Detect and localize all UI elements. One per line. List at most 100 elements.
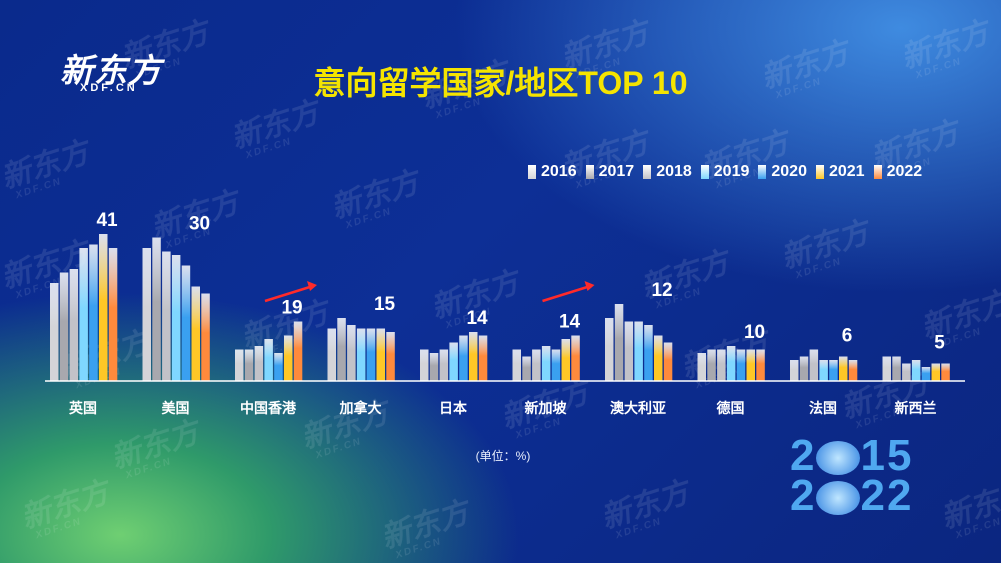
bar (191, 286, 200, 381)
bar (327, 328, 336, 381)
value-label: 6 (842, 326, 853, 347)
bar (108, 248, 118, 381)
legend-item: 2018 (643, 163, 692, 181)
bar (264, 339, 273, 381)
value-label: 14 (559, 312, 581, 333)
bar (931, 363, 940, 381)
bar (439, 349, 449, 381)
bar (809, 349, 819, 381)
bar (449, 342, 458, 381)
category-label: 日本 (439, 400, 468, 417)
bar (799, 356, 809, 381)
legend-label: 2022 (886, 163, 923, 180)
bar (941, 363, 950, 381)
bar (624, 321, 634, 381)
legend-item: 2022 (873, 163, 923, 181)
bar (478, 335, 488, 381)
bar (663, 342, 673, 381)
bar (347, 325, 356, 381)
legend-swatch (873, 165, 882, 179)
bar (921, 367, 931, 381)
bar (541, 346, 551, 381)
bar (726, 346, 736, 381)
bar (707, 349, 716, 381)
bar (171, 255, 181, 381)
bar (571, 335, 580, 381)
legend-item: 2016 (528, 163, 577, 181)
bar (69, 269, 79, 381)
bar (882, 356, 891, 381)
legend-item: 2017 (585, 163, 635, 181)
legend-label: 2019 (713, 163, 750, 180)
bar (181, 265, 191, 381)
chart-title: 意向留学国家/地区TOP 10 (313, 65, 688, 101)
legend-item: 2019 (700, 163, 750, 181)
bar (366, 328, 376, 381)
bar (59, 272, 69, 381)
badge-digit: 15 (860, 431, 914, 480)
value-label: 15 (374, 294, 396, 315)
value-label: 10 (744, 322, 765, 343)
legend-swatch (585, 165, 594, 179)
bar (839, 356, 848, 381)
bar (99, 234, 108, 381)
legend-label: 2021 (828, 163, 865, 180)
bar (274, 353, 283, 381)
bar (142, 248, 151, 381)
badge-digit-circle (816, 481, 861, 516)
badge-digit-circle (816, 441, 861, 476)
bar (746, 349, 755, 381)
category-label: 美国 (162, 400, 190, 417)
badge-digit: 2 (790, 431, 817, 480)
bar (902, 363, 911, 381)
bar (244, 349, 254, 381)
bar (697, 353, 706, 381)
chart-legend: 2016 2017 2018 2019 2020 2021 2022 (528, 163, 922, 181)
bar (848, 360, 858, 381)
bar (293, 321, 303, 381)
bar (561, 339, 570, 381)
bar (284, 335, 293, 381)
bar (201, 293, 210, 381)
bar (644, 325, 653, 381)
bar (532, 349, 541, 381)
legend-swatch (758, 165, 767, 179)
brand-logo: 新东方 (60, 52, 162, 89)
bar (551, 349, 561, 381)
value-label: 19 (281, 298, 302, 319)
bar (376, 328, 385, 381)
bar (634, 321, 643, 381)
bar (829, 360, 838, 381)
category-label: 中国香港 (240, 400, 297, 417)
bar (386, 332, 395, 381)
bar (736, 349, 746, 381)
legend-swatch (528, 165, 536, 179)
bar (356, 328, 366, 381)
bar (512, 349, 521, 381)
bar (89, 244, 98, 381)
bar (790, 360, 799, 381)
bar (162, 251, 171, 381)
category-label: 澳大利亚 (610, 400, 666, 417)
legend-label: 2016 (541, 163, 577, 180)
bar (717, 349, 726, 381)
unit-note: (单位：%) (475, 449, 531, 463)
bar (654, 335, 663, 381)
legend-label: 2017 (598, 163, 635, 180)
year-range-badge: 2 15 2 22 (790, 434, 913, 518)
bar (522, 356, 531, 381)
category-label: 德国 (717, 400, 745, 417)
bar (819, 360, 828, 381)
bar (235, 349, 244, 381)
legend-item: 2020 (758, 163, 807, 181)
legend-swatch (700, 165, 709, 179)
bar (469, 332, 478, 381)
bar (50, 283, 59, 381)
bar (614, 304, 624, 381)
bar (429, 353, 439, 381)
category-label: 法国 (809, 400, 837, 417)
bar (152, 237, 161, 381)
bar (892, 356, 901, 381)
trend-arrow (542, 284, 591, 303)
